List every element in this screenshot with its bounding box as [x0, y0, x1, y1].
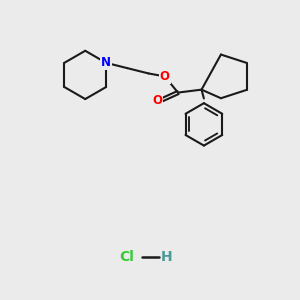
Text: O: O [160, 70, 170, 83]
Text: O: O [152, 94, 162, 107]
Text: N: N [101, 56, 111, 69]
Text: Cl: Cl [119, 250, 134, 265]
Text: H: H [160, 250, 172, 265]
